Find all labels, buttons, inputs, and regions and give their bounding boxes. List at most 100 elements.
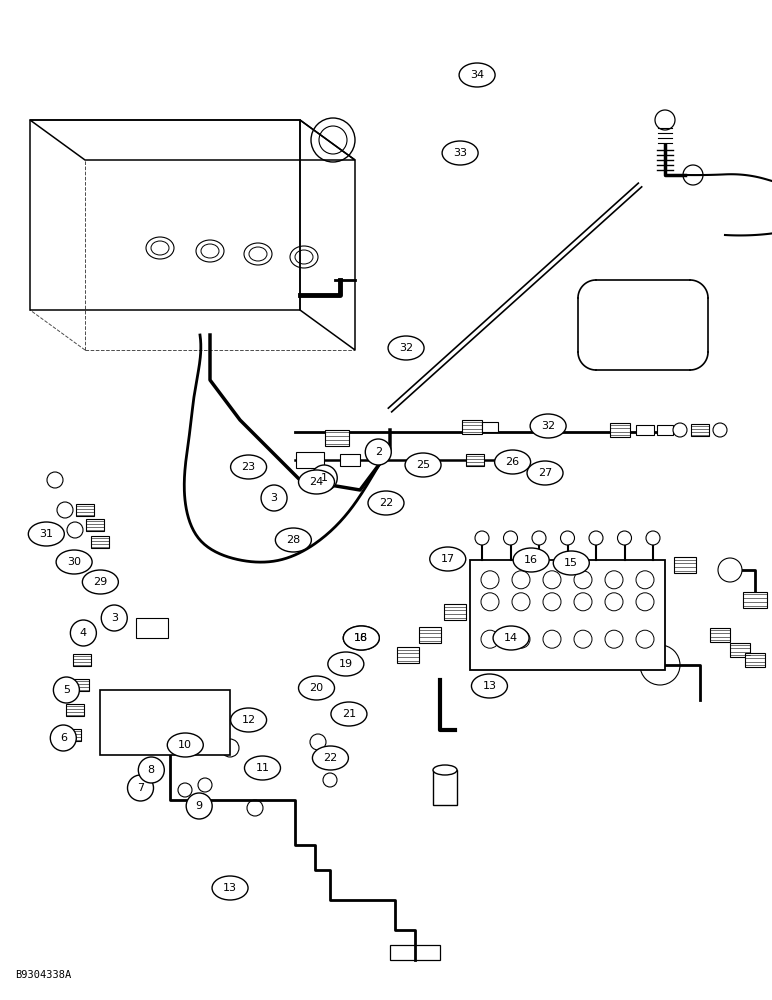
Ellipse shape <box>83 570 118 594</box>
Circle shape <box>57 502 73 518</box>
Bar <box>66 704 84 716</box>
Bar <box>710 628 730 642</box>
Text: 15: 15 <box>564 558 578 568</box>
Circle shape <box>206 711 224 729</box>
Bar <box>674 557 696 573</box>
Circle shape <box>574 571 592 589</box>
Text: 32: 32 <box>399 343 413 353</box>
Text: 17: 17 <box>441 554 455 564</box>
Text: 22: 22 <box>323 753 337 763</box>
Text: 30: 30 <box>67 557 81 567</box>
Circle shape <box>636 593 654 611</box>
Bar <box>636 425 654 435</box>
Circle shape <box>543 593 561 611</box>
Circle shape <box>503 531 517 545</box>
Bar <box>325 430 349 446</box>
Circle shape <box>512 630 530 648</box>
Bar <box>63 729 81 741</box>
Circle shape <box>67 522 83 538</box>
Circle shape <box>186 793 212 819</box>
Text: 1: 1 <box>320 473 328 483</box>
Text: 21: 21 <box>342 709 356 719</box>
Ellipse shape <box>459 63 495 87</box>
Circle shape <box>481 630 499 648</box>
Ellipse shape <box>276 528 311 552</box>
Ellipse shape <box>56 550 92 574</box>
Bar <box>745 653 765 667</box>
Text: 27: 27 <box>538 468 552 478</box>
Circle shape <box>683 165 703 185</box>
Circle shape <box>323 773 337 787</box>
Text: 25: 25 <box>416 460 430 470</box>
Bar <box>136 618 168 638</box>
Ellipse shape <box>344 626 379 650</box>
Circle shape <box>106 711 124 729</box>
Circle shape <box>138 757 164 783</box>
Ellipse shape <box>442 141 478 165</box>
Ellipse shape <box>554 551 589 575</box>
Circle shape <box>543 571 561 589</box>
Ellipse shape <box>168 733 203 757</box>
Circle shape <box>261 485 287 511</box>
Bar <box>73 654 91 666</box>
Bar <box>610 423 630 437</box>
Circle shape <box>53 677 80 703</box>
Text: 2: 2 <box>374 447 382 457</box>
Circle shape <box>198 778 212 792</box>
Circle shape <box>311 465 337 491</box>
Bar <box>86 519 104 531</box>
Text: 33: 33 <box>453 148 467 158</box>
Bar <box>340 454 360 466</box>
Text: 3: 3 <box>110 613 118 623</box>
Bar <box>390 945 440 960</box>
Text: 6: 6 <box>59 733 67 743</box>
Circle shape <box>560 531 574 545</box>
Circle shape <box>365 439 391 465</box>
Bar <box>296 452 324 468</box>
Circle shape <box>673 423 687 437</box>
Circle shape <box>640 645 680 685</box>
Ellipse shape <box>513 548 549 572</box>
Ellipse shape <box>231 455 266 479</box>
Bar <box>466 454 484 466</box>
Ellipse shape <box>527 461 563 485</box>
Circle shape <box>543 630 561 648</box>
Text: 22: 22 <box>379 498 393 508</box>
Text: 13: 13 <box>223 883 237 893</box>
Ellipse shape <box>472 674 507 698</box>
Ellipse shape <box>433 765 457 775</box>
Bar <box>691 424 709 436</box>
Text: 12: 12 <box>242 715 256 725</box>
Bar <box>419 627 441 643</box>
Bar <box>71 679 89 691</box>
Circle shape <box>178 783 192 797</box>
Text: 16: 16 <box>354 633 368 643</box>
Ellipse shape <box>212 876 248 900</box>
Circle shape <box>512 593 530 611</box>
Ellipse shape <box>299 470 334 494</box>
Text: 13: 13 <box>482 681 496 691</box>
Ellipse shape <box>530 414 566 438</box>
Text: 3: 3 <box>270 493 278 503</box>
Ellipse shape <box>388 336 424 360</box>
Text: 8: 8 <box>147 765 155 775</box>
Circle shape <box>47 472 63 488</box>
Circle shape <box>481 571 499 589</box>
Text: 11: 11 <box>256 763 269 773</box>
Text: 26: 26 <box>506 457 520 467</box>
Ellipse shape <box>331 702 367 726</box>
Text: 4: 4 <box>80 628 87 638</box>
Ellipse shape <box>29 522 64 546</box>
Circle shape <box>655 110 675 130</box>
Text: 28: 28 <box>286 535 300 545</box>
Circle shape <box>310 734 326 750</box>
Ellipse shape <box>493 626 529 650</box>
Bar <box>730 643 750 657</box>
Circle shape <box>127 775 154 801</box>
Circle shape <box>532 531 546 545</box>
Circle shape <box>713 423 727 437</box>
Circle shape <box>101 605 127 631</box>
Circle shape <box>70 620 96 646</box>
Circle shape <box>512 571 530 589</box>
Circle shape <box>636 571 654 589</box>
